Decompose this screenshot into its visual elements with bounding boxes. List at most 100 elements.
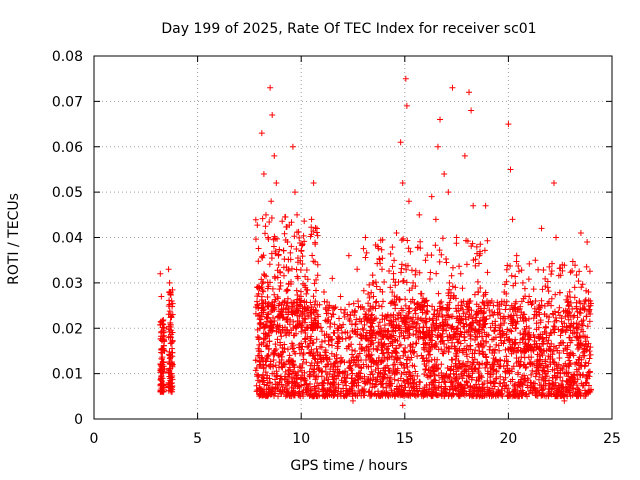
data-point — [574, 346, 581, 353]
data-point — [384, 334, 391, 341]
data-point — [554, 370, 561, 377]
data-point — [391, 392, 398, 399]
data-point — [401, 348, 408, 355]
data-point — [457, 381, 464, 388]
data-point — [546, 263, 553, 270]
data-point — [430, 388, 437, 395]
data-point — [554, 386, 561, 393]
data-point — [370, 327, 377, 334]
data-point — [259, 287, 266, 294]
data-point — [484, 370, 491, 377]
data-point — [318, 328, 325, 335]
data-point — [445, 189, 452, 196]
axis-ticks: 0 5 10 15 20 25 0 0.01 0.02 0.03 0.04 0.05 0.06 0.07 0… — [52, 49, 621, 447]
data-point — [275, 393, 282, 400]
data-point — [565, 373, 572, 380]
data-point — [430, 321, 437, 328]
data-point — [545, 337, 552, 344]
y-tick-label: 0.04 — [52, 231, 83, 247]
data-point — [319, 379, 326, 386]
data-point — [331, 321, 338, 328]
data-point — [576, 298, 583, 305]
data-point — [274, 267, 281, 274]
data-point — [314, 349, 321, 356]
data-point — [308, 386, 315, 393]
data-point — [522, 347, 529, 354]
data-point — [472, 317, 479, 324]
data-point — [166, 308, 173, 315]
data-point — [375, 369, 382, 376]
data-point — [513, 312, 520, 319]
data-point — [376, 370, 383, 377]
data-point — [169, 303, 176, 310]
data-point — [555, 326, 562, 333]
data-point — [538, 392, 545, 399]
data-point — [447, 295, 454, 302]
data-point — [160, 329, 167, 336]
data-point — [549, 260, 556, 267]
data-point — [311, 280, 318, 287]
data-point — [259, 371, 266, 378]
data-point — [430, 378, 437, 385]
data-point — [432, 384, 439, 391]
data-point — [166, 351, 173, 358]
data-point — [573, 393, 580, 400]
data-point — [318, 338, 325, 345]
data-point — [275, 252, 282, 259]
data-point — [477, 284, 484, 291]
data-point — [256, 393, 263, 400]
data-point — [429, 364, 436, 371]
data-point — [535, 306, 542, 313]
data-point — [276, 379, 283, 386]
data-point — [270, 314, 277, 321]
data-point — [487, 389, 494, 396]
data-point — [301, 315, 308, 322]
data-point — [304, 324, 311, 331]
data-point — [310, 258, 317, 265]
data-point — [457, 270, 464, 277]
data-point — [321, 393, 328, 400]
data-point — [252, 357, 259, 364]
data-point — [334, 370, 341, 377]
data-point — [467, 342, 474, 349]
data-point — [586, 348, 593, 355]
data-point — [167, 334, 174, 341]
data-point — [579, 349, 586, 356]
data-point — [538, 225, 545, 232]
data-point — [300, 393, 307, 400]
y-tick-label: 0.05 — [52, 185, 83, 201]
data-point — [325, 341, 332, 348]
data-point — [533, 370, 540, 377]
data-point — [360, 361, 367, 368]
data-point — [484, 237, 491, 244]
data-point — [285, 266, 292, 273]
data-point — [468, 307, 475, 314]
data-point — [259, 215, 266, 222]
data-point — [461, 387, 468, 394]
data-point — [301, 375, 308, 382]
data-point — [522, 364, 529, 371]
data-point — [477, 241, 484, 248]
data-point — [350, 397, 356, 404]
data-point — [352, 361, 359, 368]
data-point — [282, 368, 289, 375]
data-point — [379, 266, 386, 273]
data-point — [318, 373, 325, 380]
data-point — [518, 391, 525, 398]
data-point — [405, 198, 412, 205]
data-point — [272, 376, 279, 383]
data-point — [169, 361, 176, 368]
data-point — [304, 344, 311, 351]
data-point — [303, 386, 310, 393]
data-point — [440, 373, 447, 380]
data-point — [413, 327, 420, 334]
data-point — [525, 276, 532, 283]
data-point — [311, 392, 318, 399]
data-point — [572, 262, 579, 269]
data-point — [419, 306, 426, 313]
data-point — [402, 344, 409, 351]
data-point — [166, 297, 173, 304]
data-point — [169, 386, 176, 393]
data-point — [393, 345, 400, 352]
data-point — [545, 377, 552, 384]
